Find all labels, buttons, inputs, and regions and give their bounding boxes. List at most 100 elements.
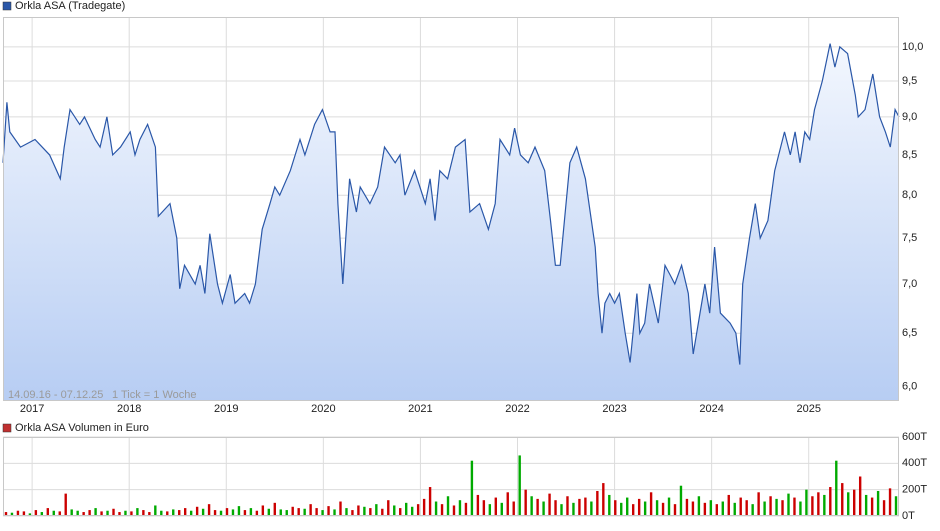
volume-bar [410, 506, 414, 516]
volume-bar [739, 497, 742, 516]
volume-bar [195, 506, 199, 516]
volume-bar [882, 500, 886, 516]
volume-bar [172, 509, 175, 516]
volume-bar [363, 506, 366, 516]
volume-bar [691, 501, 695, 516]
volume-bar [261, 505, 265, 516]
panel-title: Orkla ASA Volumen in Euro [15, 422, 149, 434]
volume-bar [130, 511, 133, 516]
volume-bar [602, 483, 605, 516]
volume-bar [894, 496, 898, 516]
volume-bar [727, 494, 730, 516]
volume-bar [835, 460, 838, 516]
volume-bar [399, 508, 402, 516]
volume-bar [428, 487, 432, 516]
volume-bar [781, 500, 784, 516]
volume-bar [685, 498, 689, 516]
legend-swatch [2, 1, 12, 11]
volume-bar [76, 510, 79, 516]
volume-bar [112, 508, 115, 516]
volume-bar [608, 494, 611, 516]
x-tick-label: 2019 [214, 403, 238, 415]
volume-bar [709, 500, 713, 516]
volume-bar [584, 497, 587, 516]
volume-bar [817, 492, 820, 516]
volume-bar [631, 504, 635, 516]
volume-bar [82, 512, 85, 516]
x-tick-label: 2025 [796, 403, 820, 415]
plot-frame [3, 437, 899, 516]
volume-bar [405, 502, 408, 516]
y-tick-label: 10,0 [902, 41, 923, 53]
x-tick-label: 2023 [602, 403, 626, 415]
volume-bar [566, 496, 569, 516]
volume-bar [416, 504, 420, 516]
panel-title: Orkla ASA (Tradegate) [15, 0, 125, 12]
y-tick-label: 0T [902, 510, 915, 522]
volume-bar [751, 504, 754, 516]
volume-bar [464, 502, 468, 516]
volume-bar [853, 489, 856, 516]
volume-bar [34, 510, 38, 516]
y-tick-label: 8,5 [902, 149, 917, 161]
y-tick-label: 7,5 [902, 232, 917, 244]
volume-bar [207, 504, 211, 516]
volume-bar [787, 493, 790, 516]
volume-bar [823, 494, 826, 516]
volume-bar [124, 510, 127, 516]
volume-bar [237, 506, 241, 516]
volume-bar [285, 510, 288, 516]
volume-bar [626, 497, 629, 516]
y-tick-label: 6,0 [902, 380, 917, 392]
volume-bar [697, 496, 701, 516]
volume-bar [303, 508, 306, 516]
volume-bar [775, 498, 778, 516]
x-tick-label: 2017 [20, 403, 44, 415]
volume-bar [255, 510, 259, 516]
volume-bar [470, 460, 474, 516]
volume-bar [118, 512, 121, 516]
volume-bar [148, 512, 151, 516]
volume-bar [327, 506, 330, 516]
volume-bar [369, 508, 372, 516]
volume-bar [333, 509, 336, 516]
volume-bar [715, 504, 719, 516]
volume-bar [745, 500, 748, 516]
volume-bar [28, 513, 32, 516]
volume-bar [620, 502, 623, 516]
volume-bar [183, 508, 187, 516]
plot-frame [3, 17, 899, 401]
volume-bar [673, 504, 677, 516]
volume-bar [548, 493, 551, 516]
volume-bar [542, 501, 545, 516]
volume-bar [476, 494, 480, 516]
volume-bar [422, 498, 426, 516]
volume-bar [841, 483, 844, 516]
price-line [2, 43, 900, 365]
volume-bar [811, 496, 814, 516]
volume-bar [375, 504, 378, 516]
volume-bar [166, 511, 169, 516]
volume-bar [339, 501, 342, 516]
volume-bar [267, 508, 271, 516]
plot-background [3, 437, 899, 516]
volume-bar [142, 510, 145, 516]
volume-bar [243, 510, 247, 516]
volume-bar [345, 508, 348, 516]
volume-bar [94, 508, 97, 516]
volume-bar [578, 498, 581, 516]
legend-swatch [2, 423, 12, 433]
volume-bar [870, 497, 874, 516]
volume-bar [315, 508, 318, 516]
volume-bar [279, 509, 282, 516]
volume-bar [351, 510, 354, 516]
volume-bar [88, 510, 91, 516]
volume-bar [10, 512, 14, 516]
volume-bar [357, 505, 360, 516]
y-tick-label: 8,0 [902, 189, 917, 201]
volume-bar [321, 510, 324, 516]
volume-bar [225, 508, 229, 516]
volume-bar [440, 504, 444, 516]
volume-bar [829, 487, 832, 516]
